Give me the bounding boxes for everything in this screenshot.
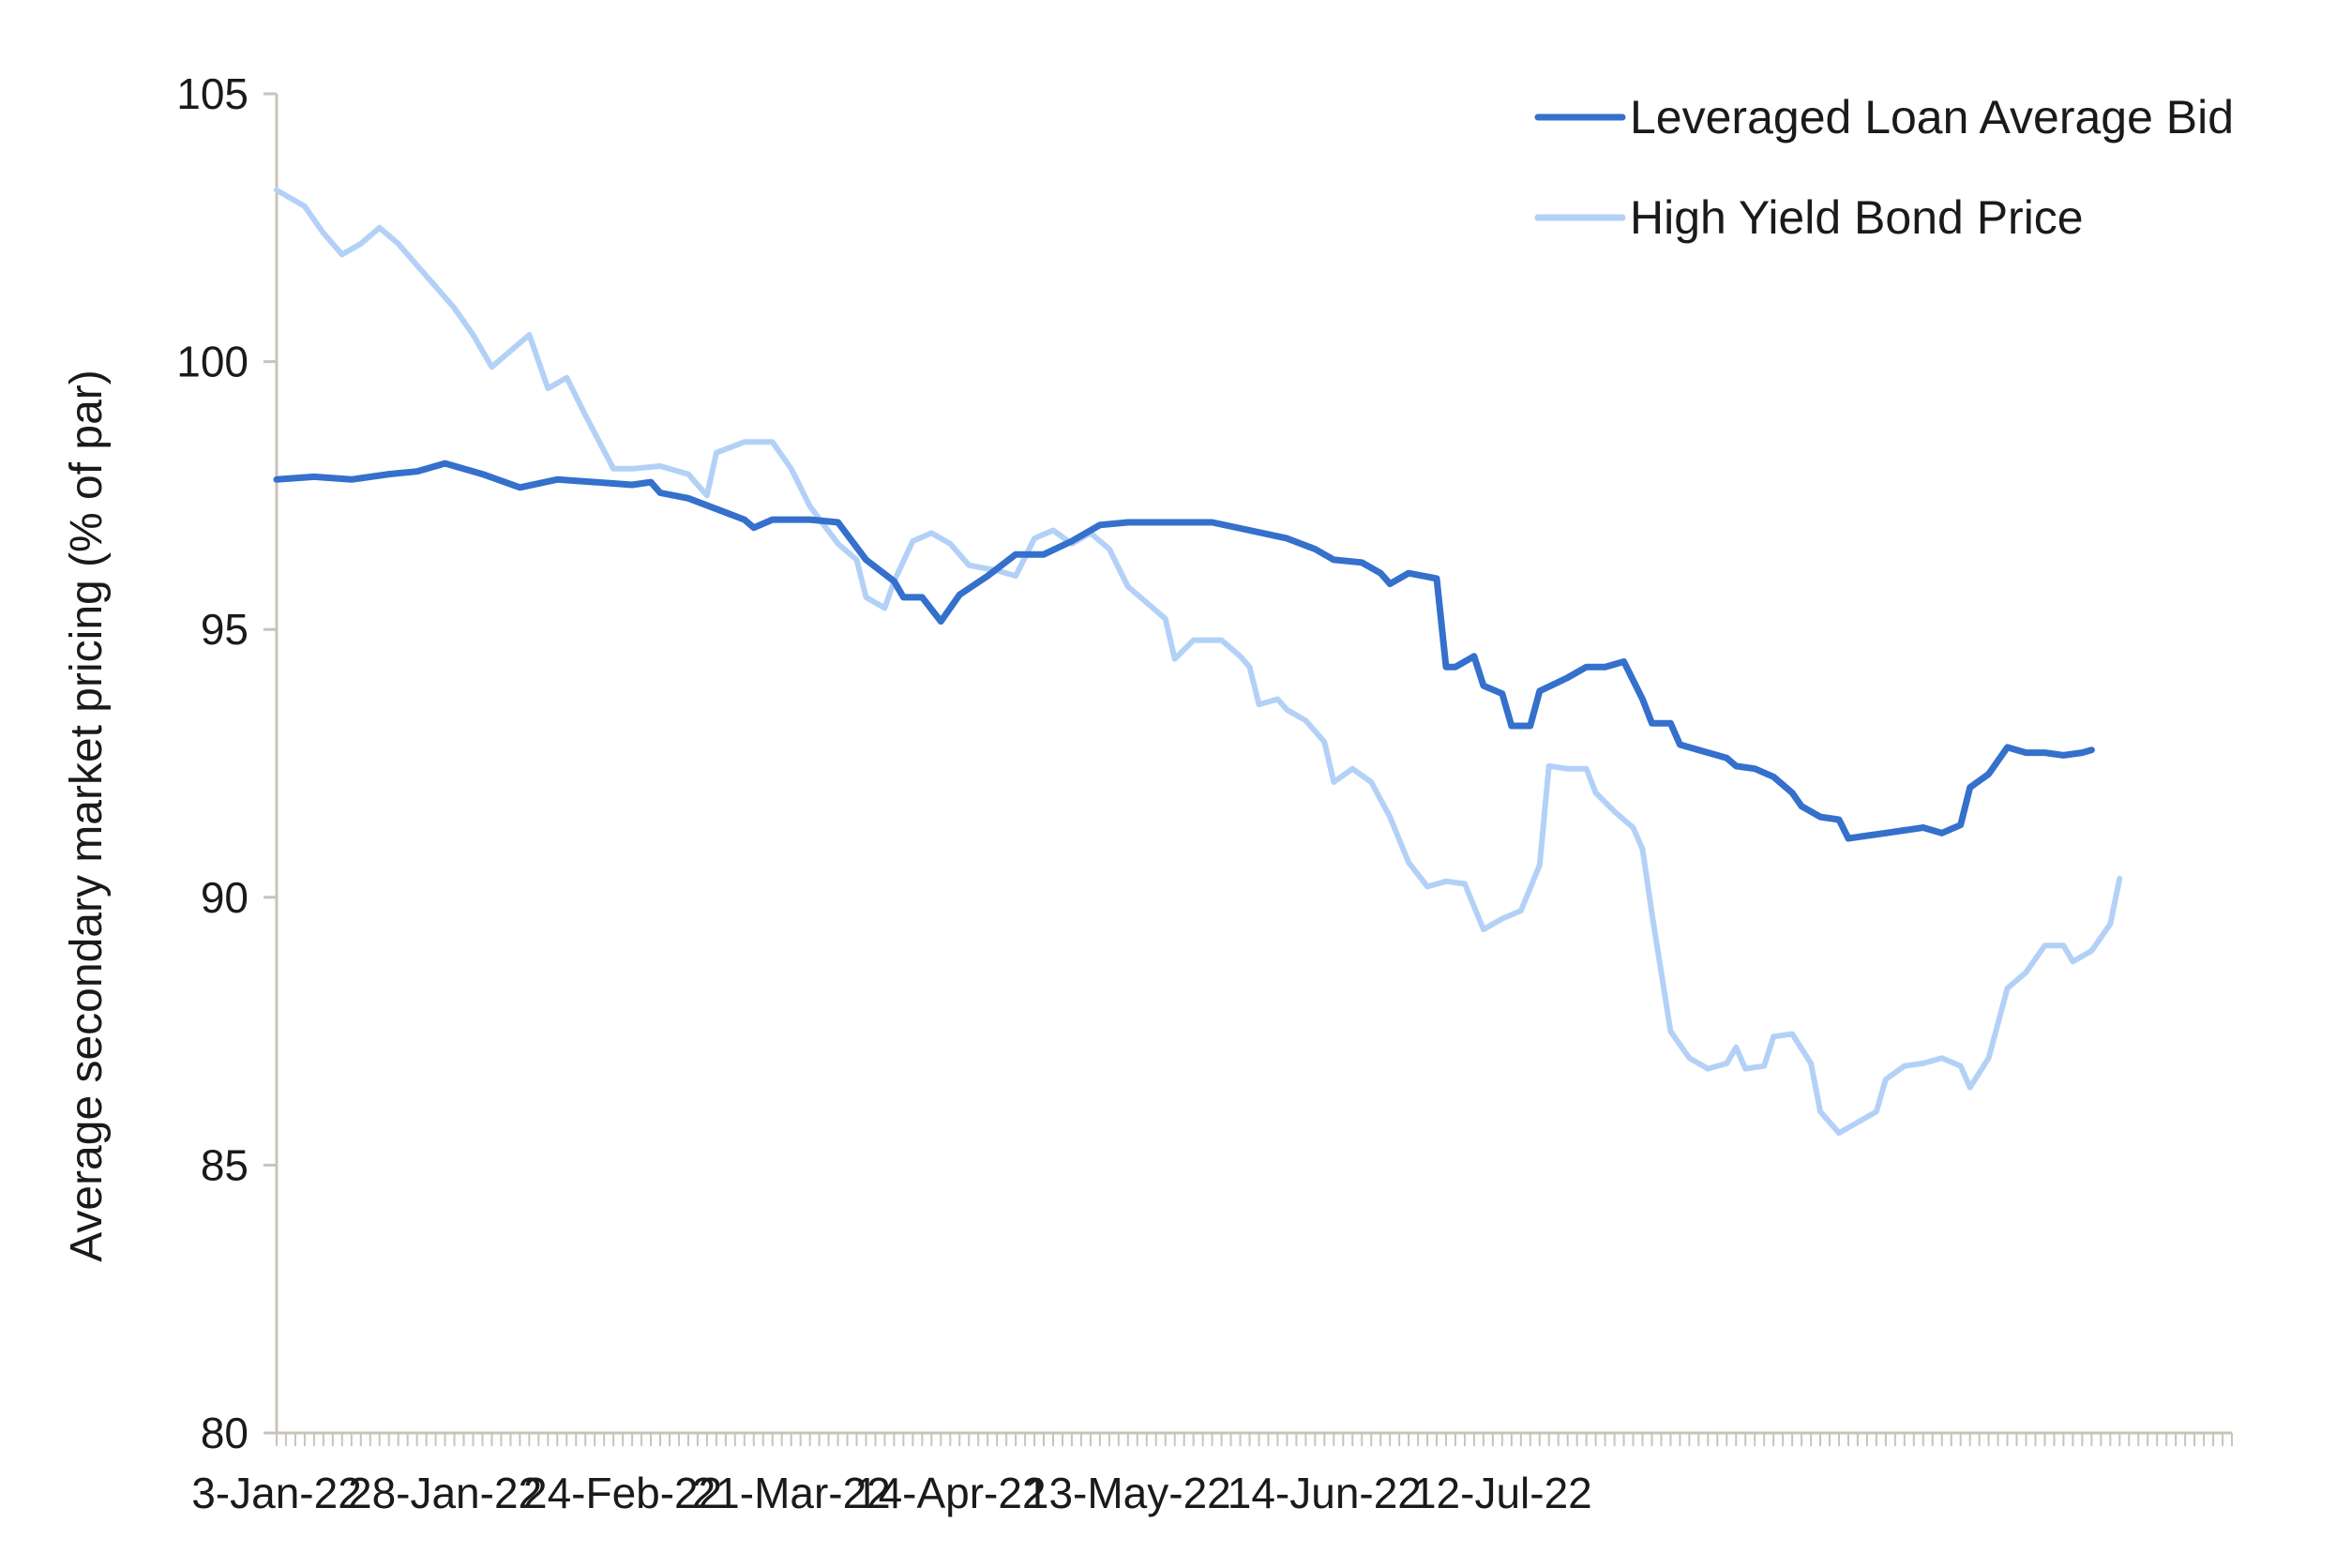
series-line-high-yield-bond-price xyxy=(274,187,2123,1137)
y-tick-label: 80 xyxy=(201,1409,249,1457)
legend-label: High Yield Bond Price xyxy=(1630,191,2084,244)
legend: Leveraged Loan Average Bid High Yield Bon… xyxy=(1534,91,2234,244)
series-line-leveraged-loan-average-bid xyxy=(273,460,2095,842)
x-tick-label: 14-Jun-22 xyxy=(1228,1469,1422,1517)
y-tick-label: 100 xyxy=(176,338,249,386)
plot-area xyxy=(273,187,2123,1137)
legend-label: Leveraged Loan Average Bid xyxy=(1630,91,2234,143)
y-tick-label: 95 xyxy=(201,605,249,654)
x-tick-label: 28-Jan-22 xyxy=(348,1469,542,1517)
y-tick-label: 105 xyxy=(176,69,249,118)
x-tick-label: 21-Mar-22 xyxy=(692,1469,891,1517)
x-tick-label: 13-May-22 xyxy=(1025,1469,1231,1517)
y-tick-label: 90 xyxy=(201,873,249,922)
x-tick-label: 12-Jul-22 xyxy=(1412,1469,1592,1517)
x-tick-label: 24-Feb-22 xyxy=(523,1469,722,1517)
x-tick-label: 14-Apr-22 xyxy=(854,1469,1047,1517)
y-axis-title: Average secondary market pricing (% of p… xyxy=(62,369,112,1262)
y-axis-ticks: 80 85 90 95 100 105 xyxy=(176,69,279,1457)
y-tick-label: 85 xyxy=(201,1140,249,1189)
x-axis: 3-Jan-2228-Jan-2224-Feb-2221-Mar-2214-Ap… xyxy=(191,1431,2233,1517)
x-tick-label: 3-Jan-22 xyxy=(191,1469,362,1517)
